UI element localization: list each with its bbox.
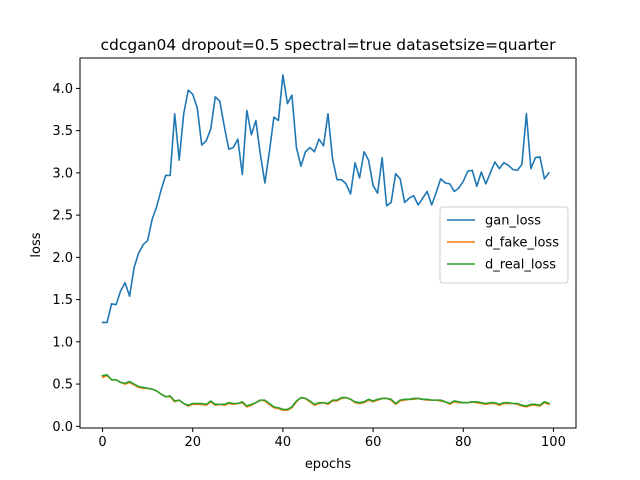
- chart-title: cdcgan04 dropout=0.5 spectral=true datas…: [101, 36, 557, 54]
- y-tick-label: 3.0: [52, 166, 73, 181]
- y-tick-label: 1.0: [52, 335, 73, 350]
- series-layer: [101, 74, 551, 412]
- y-tick-label: 1.5: [52, 293, 73, 308]
- legend-items: gan_loss d_fake_loss d_real_loss: [447, 214, 559, 273]
- legend-label-d-real-loss: d_real_loss: [485, 258, 556, 273]
- x-tick-label: 80: [455, 435, 472, 450]
- x-axis-title: epochs: [305, 457, 352, 472]
- legend-label-d-fake-loss: d_fake_loss: [485, 236, 559, 251]
- legend-label-gan-loss: gan_loss: [485, 214, 541, 229]
- series-line-d-real-loss: [101, 373, 550, 411]
- y-axis-title: loss: [29, 232, 44, 257]
- plot-area: 0 20 40 60 80 100 0.0 0.5 1.0 1.5 2.0 2.5 3.0 3.5 4.0: [52, 57, 577, 450]
- y-tick-label: 3.5: [52, 124, 73, 139]
- x-tick-label: 0: [98, 435, 106, 450]
- x-tick-label: 20: [184, 435, 201, 450]
- y-tick-label: 2.0: [52, 251, 73, 266]
- axes-frame: [79, 57, 577, 429]
- y-tick-label: 0.0: [52, 420, 73, 435]
- x-tick-label: 100: [541, 435, 566, 450]
- y-tick-label: 0.5: [52, 378, 73, 393]
- series-line-gan-loss: [101, 74, 551, 324]
- x-tick-label: 60: [365, 435, 382, 450]
- x-axis-ticks: 0 20 40 60 80 100: [98, 428, 566, 450]
- y-tick-label: 4.0: [52, 82, 73, 97]
- y-tick-label: 2.5: [52, 209, 73, 224]
- y-axis-ticks: 0.0 0.5 1.0 1.5 2.0 2.5 3.0 3.5 4.0: [52, 82, 80, 435]
- x-tick-label: 40: [275, 435, 292, 450]
- legend: gan_loss d_fake_loss d_real_loss: [439, 206, 569, 284]
